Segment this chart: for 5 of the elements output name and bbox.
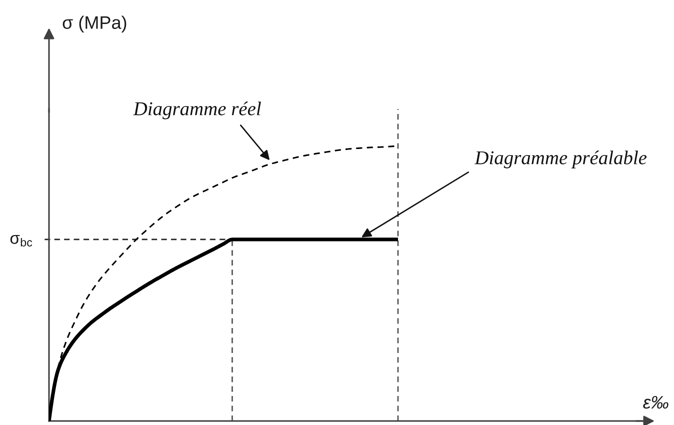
text: σ (MPa)	[62, 16, 126, 33]
text: Diagramme préalable	[474, 150, 647, 168]
ref-line-label: σ$_{bc}$	[10, 234, 32, 247]
text: Diagramme réel	[133, 102, 261, 120]
x-axis-title: ε‰	[643, 396, 668, 409]
